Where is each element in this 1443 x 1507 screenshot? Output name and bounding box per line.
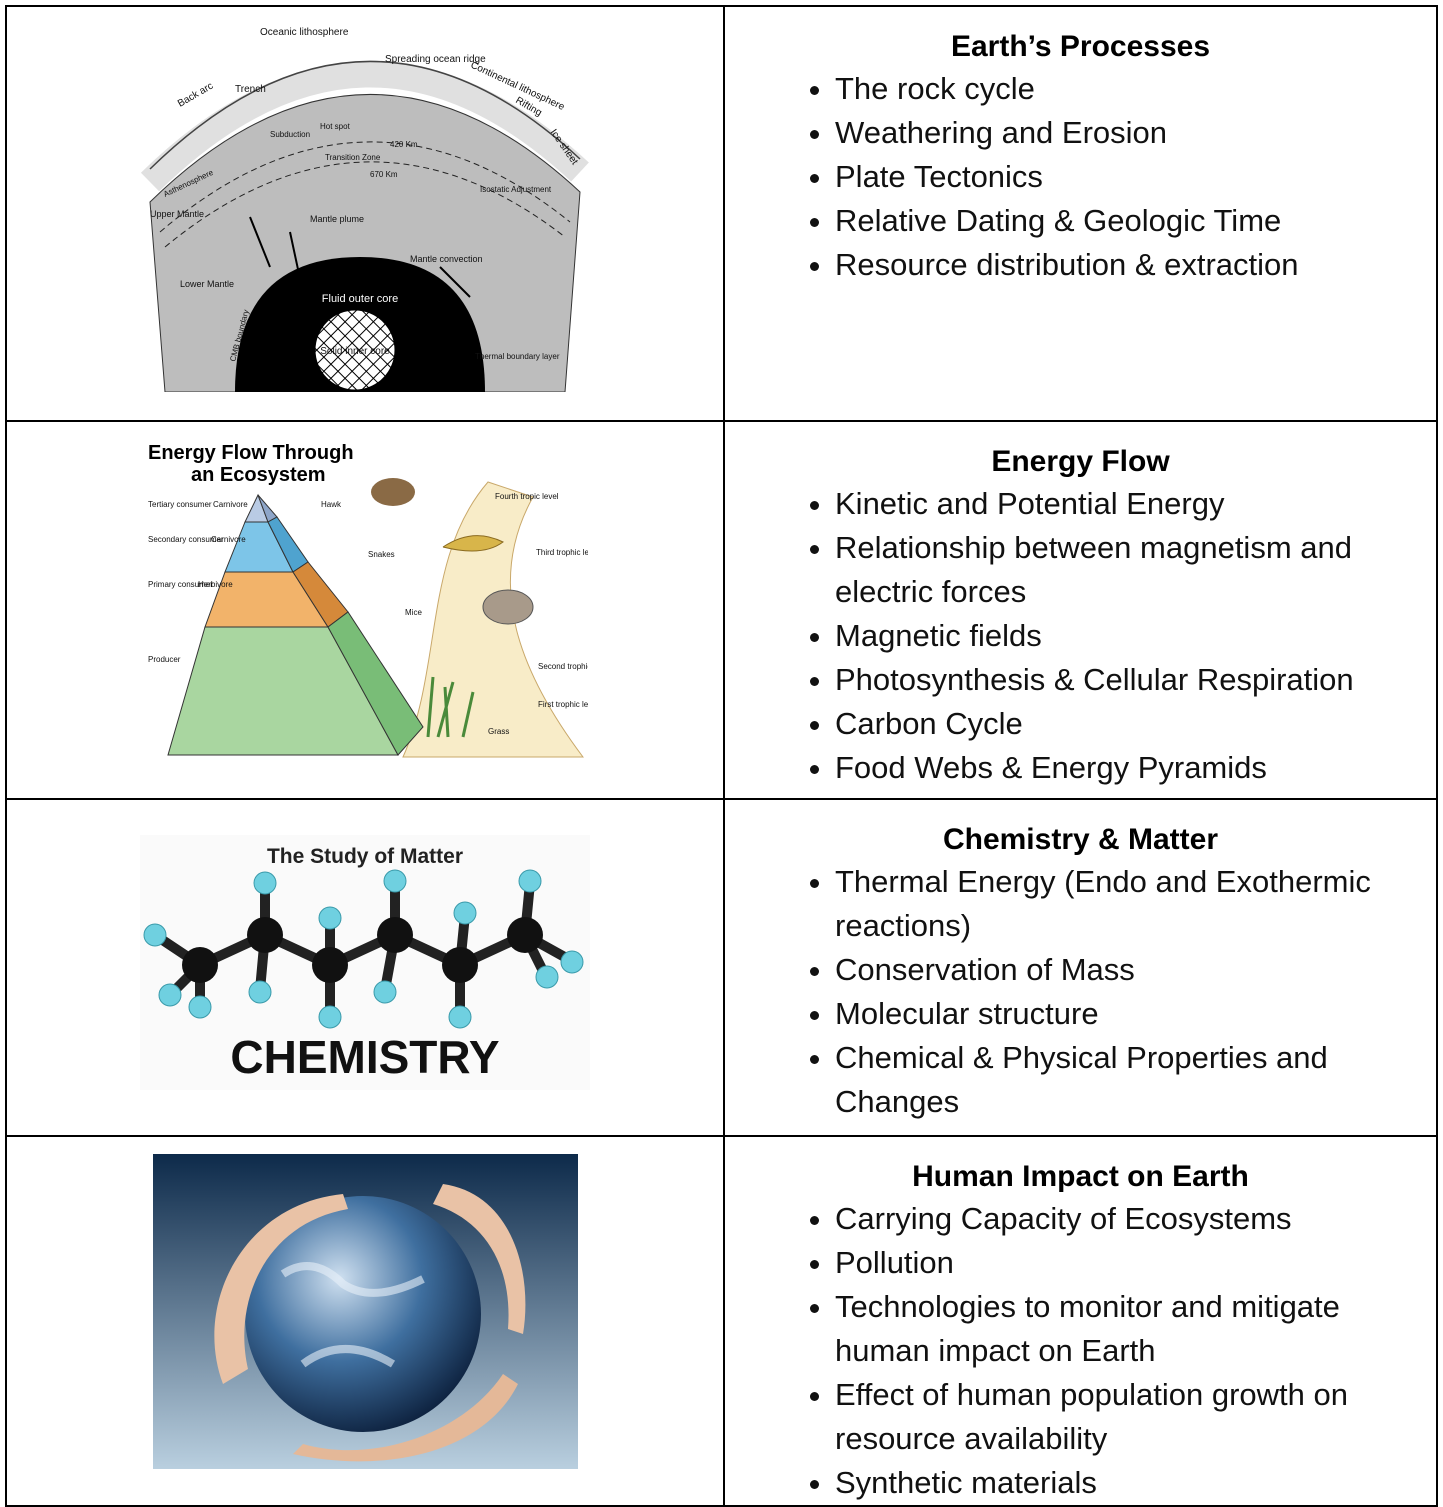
topic-item: Carrying Capacity of Ecosystems [835,1197,1426,1241]
label: Hawk [321,500,342,509]
label: Mice [405,608,422,617]
label: Back arc [176,81,215,110]
topic-item: Conservation of Mass [835,948,1426,992]
label: Secondary consumer [148,535,224,544]
image-word: CHEMISTRY [230,1031,499,1083]
topic-list: Kinetic and Potential EnergyRelationship… [835,482,1426,790]
topic-item: Technologies to monitor and mitigate hum… [835,1285,1426,1373]
label: Snakes [368,550,395,559]
topic-heading: Energy Flow [991,445,1170,478]
topic-cell: Human Impact on Earth Carrying Capacity o… [723,1135,1438,1507]
label: Second trophic level [538,662,588,671]
topic-item: Chemical & Physical Properties and Chang… [835,1036,1426,1124]
earth-layers-diagram: Oceanic lithosphere Spreading ocean ridg… [140,27,589,392]
topic-item: Weathering and Erosion [835,111,1426,155]
label: Transition Zone [325,153,381,162]
energy-pyramid-diagram: Energy Flow Through an Ecosystem Tertiar… [148,442,588,758]
label: Mantle plume [310,214,364,224]
label: Fluid outer core [322,293,398,305]
label: 420 Km [390,140,418,149]
topic-item: Kinetic and Potential Energy [835,482,1426,526]
label: Isostatic Adjustment [480,185,552,194]
diagram-title: an Ecosystem [191,464,326,486]
topic-item: The rock cycle [835,67,1426,111]
label: Grass [488,727,509,736]
topic-item: Relative Dating & Geologic Time [835,199,1426,243]
label: Spreading ocean ridge [385,54,486,65]
label: Subduction [270,130,310,139]
chemistry-molecule-image: The Study of Matter CHEMISTRY [140,835,590,1090]
topic-list: Carrying Capacity of EcosystemsPollution… [835,1197,1426,1505]
topic-item: Effect of human population growth on res… [835,1373,1426,1461]
label: Thermal boundary layer [475,352,560,361]
topic-item: Molecular structure [835,992,1426,1036]
label: Trench [235,84,266,95]
topic-item: Magnetic fields [835,614,1426,658]
topic-item: Pollution [835,1241,1426,1285]
label: 670 Km [370,170,398,179]
row: The Study of Matter CHEMISTRY Chemistry … [5,798,1438,1137]
topic-item: Plate Tectonics [835,155,1426,199]
topic-item: Carbon Cycle [835,702,1426,746]
diagram-title: Energy Flow Through [148,442,354,464]
image-cell [5,1135,725,1507]
image-cell: The Study of Matter CHEMISTRY [5,798,725,1137]
label: First trophic level [538,700,588,709]
label: Producer [148,655,181,664]
topic-item: Thermal Energy (Endo and Exothermic reac… [835,860,1426,948]
label: Solid inner core [320,346,390,357]
row: Human Impact on Earth Carrying Capacity o… [5,1135,1438,1507]
label: Upper Mantle [150,209,204,219]
label: Primary consumer [148,580,213,589]
topic-item: Photosynthesis & Cellular Respiration [835,658,1426,702]
label: Third trophic level [536,548,588,557]
topic-item: Relationship between magnetism and elect… [835,526,1426,614]
topic-list: The rock cycleWeathering and ErosionPlat… [835,67,1426,287]
label: Hot spot [320,122,351,131]
image-cell: Oceanic lithosphere Spreading ocean ridg… [5,5,725,422]
label: Mantle convection [410,254,483,264]
topic-item: Synthetic materials [835,1461,1426,1505]
topic-heading: Chemistry & Matter [942,823,1219,856]
topic-list: Thermal Energy (Endo and Exothermic reac… [835,860,1426,1124]
topic-item: Resource distribution & extraction [835,243,1426,287]
diagram-labels: Tertiary consumer Carnivore Secondary co… [148,492,588,736]
label: Oceanic lithosphere [260,27,349,38]
image-caption: The Study of Matter [267,845,463,868]
label: Carnivore [211,535,246,544]
label: Fourth tropic level [495,492,559,501]
image-cell: Energy Flow Through an Ecosystem Tertiar… [5,420,725,800]
row: Oceanic lithosphere Spreading ocean ridg… [5,5,1438,422]
topic-cell: Chemistry & Matter Thermal Energy (Endo a… [723,798,1438,1137]
topic-cell: Energy Flow Kinetic and Potential EnergyR… [723,420,1438,800]
label: Carnivore [213,500,248,509]
topic-heading: Earth’s Processes [950,30,1211,63]
label: Tertiary consumer [148,500,212,509]
topic-cell: Earth’s Processes The rock cycleWeatherin… [723,5,1438,422]
topic-item: Food Webs & Energy Pyramids [835,746,1426,790]
label: Herbivore [198,580,233,589]
label: Lower Mantle [180,279,234,289]
earth-in-hands-image [152,1154,578,1469]
topics-table: Oceanic lithosphere Spreading ocean ridg… [5,5,1438,1507]
topic-heading: Human Impact on Earth [912,1160,1249,1193]
row: Energy Flow Through an Ecosystem Tertiar… [5,420,1438,800]
